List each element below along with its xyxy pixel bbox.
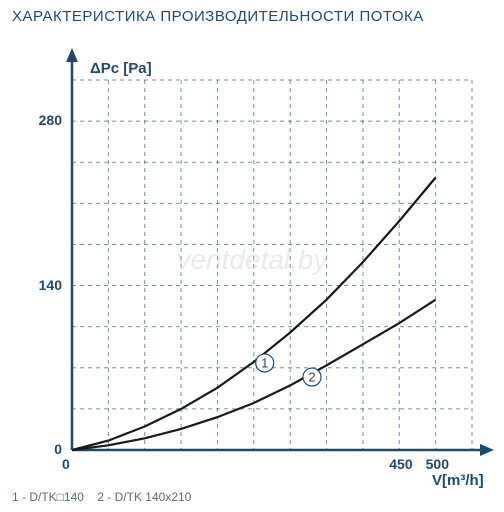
legend-item-2: 2 - D/TK 140x210 <box>97 490 191 504</box>
x-tick-label: 500 <box>426 456 449 472</box>
legend-item-1: 1 - D/TK□140 <box>12 490 84 504</box>
chart-svg: 12 <box>0 40 504 480</box>
x-tick-label: 450 <box>389 456 412 472</box>
chart-area: 12 ventdetal.by ΔPc [Pa] V[m³/h] 0140280… <box>0 40 504 480</box>
y-axis-label: ΔPc [Pa] <box>90 60 152 77</box>
y-tick-label: 280 <box>39 112 62 128</box>
x-tick-label: 0 <box>62 456 70 472</box>
y-tick-label: 0 <box>54 441 62 457</box>
svg-text:2: 2 <box>308 370 315 385</box>
x-axis-label: V[m³/h] <box>432 472 484 489</box>
y-tick-label: 140 <box>39 277 62 293</box>
chart-legend: 1 - D/TK□140 2 - D/TK 140x210 <box>12 490 191 504</box>
chart-title: ХАРАКТЕРИСТИКА ПРОИЗВОДИТЕЛЬНОСТИ ПОТОКА <box>12 8 424 25</box>
chart-container: ХАРАКТЕРИСТИКА ПРОИЗВОДИТЕЛЬНОСТИ ПОТОКА… <box>0 0 504 512</box>
svg-text:1: 1 <box>261 355 268 370</box>
